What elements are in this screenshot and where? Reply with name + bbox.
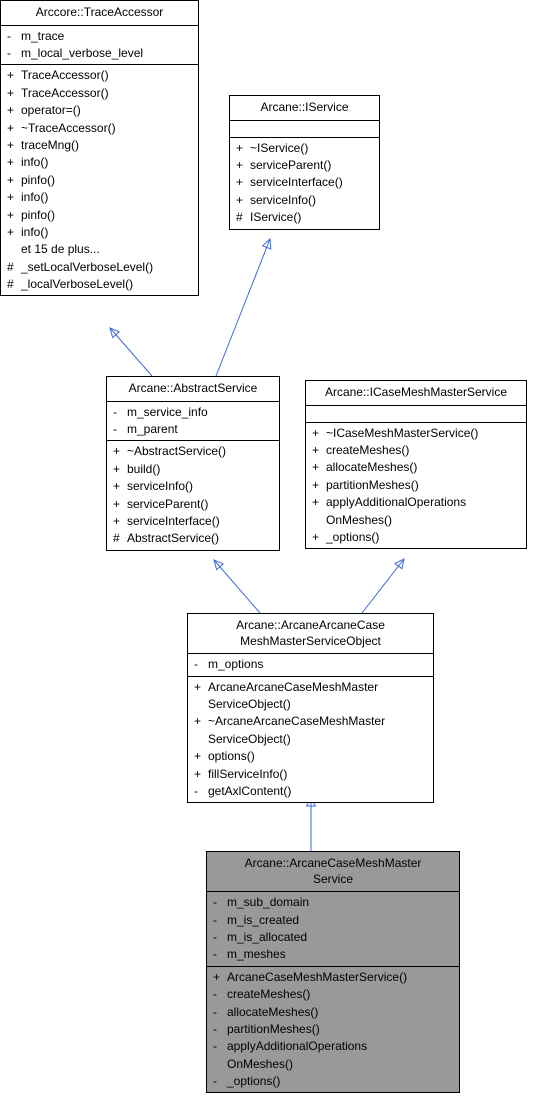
method-row: +info() (7, 224, 192, 241)
attr-row: -m_local_verbose_level (7, 45, 192, 62)
method-row: +serviceInfo() (236, 192, 373, 209)
attr-row: -m_parent (113, 421, 273, 438)
class-title: Arcane::IService (230, 96, 379, 121)
attr-row: -m_meshes (213, 946, 453, 963)
method-row: +build() (113, 461, 273, 478)
method-row: +serviceInterface() (236, 174, 373, 191)
method-row: -createMeshes() (213, 986, 453, 1003)
method-row: +_options() (312, 529, 520, 546)
method-row: +ArcaneCaseMeshMasterService() (213, 969, 453, 986)
attr-row: -m_is_allocated (213, 929, 453, 946)
method-row: #_setLocalVerboseLevel() (7, 259, 192, 276)
method-row: +info() (7, 189, 192, 206)
method-row: +operator=() (7, 102, 192, 119)
method-row: +ArcaneArcaneCaseMeshMasterServiceObject… (194, 679, 427, 714)
attr-row: -m_trace (7, 28, 192, 45)
method-row: -_options() (213, 1073, 453, 1090)
method-row: +TraceAccessor() (7, 67, 192, 84)
class-attributes: -m_service_info-m_parent (107, 402, 279, 442)
class-methods: +ArcaneCaseMeshMasterService()-createMes… (207, 967, 459, 1093)
attr-row: -m_sub_domain (213, 894, 453, 911)
method-row: +TraceAccessor() (7, 85, 192, 102)
class-methods: +~AbstractService()+build()+serviceInfo(… (107, 441, 279, 549)
class-title: Arccore::TraceAccessor (1, 1, 198, 26)
class-title: Arcane::ICaseMeshMasterService (306, 381, 526, 406)
method-row: +serviceParent() (236, 157, 373, 174)
method-row: +applyAdditionalOperationsOnMeshes() (312, 494, 520, 529)
method-row: +info() (7, 154, 192, 171)
class-title: Arcane::ArcaneCaseMeshMasterService (207, 852, 459, 892)
method-row: +serviceInfo() (113, 478, 273, 495)
class-attributes (306, 406, 526, 423)
attr-row: -m_service_info (113, 404, 273, 421)
method-row: +serviceParent() (113, 496, 273, 513)
method-row: #IService() (236, 209, 373, 226)
uml-class-iservice: Arcane::IService +~IService()+servicePar… (229, 95, 380, 230)
method-row: +~TraceAccessor() (7, 120, 192, 137)
method-row: +partitionMeshes() (312, 477, 520, 494)
uml-class-arcaneCaseMeshMaster: Arcane::ArcaneCaseMeshMasterService-m_su… (206, 851, 460, 1093)
uml-class-traceAccessor: Arccore::TraceAccessor-m_trace-m_local_v… (0, 0, 199, 296)
method-row: -getAxlContent() (194, 783, 427, 800)
class-title: Arcane::AbstractService (107, 377, 279, 402)
class-attributes (230, 121, 379, 138)
attr-row: -m_options (194, 656, 427, 673)
uml-class-arcaneArcaneObject: Arcane::ArcaneArcaneCaseMeshMasterServic… (187, 613, 434, 803)
method-row: +createMeshes() (312, 442, 520, 459)
method-row: +options() (194, 748, 427, 765)
method-row: +~ArcaneArcaneCaseMeshMasterServiceObjec… (194, 713, 427, 748)
class-attributes: -m_options (188, 654, 433, 676)
method-row: +serviceInterface() (113, 513, 273, 530)
method-row: -applyAdditionalOperationsOnMeshes() (213, 1038, 453, 1073)
method-row: -allocateMeshes() (213, 1004, 453, 1021)
class-methods: +ArcaneArcaneCaseMeshMasterServiceObject… (188, 677, 433, 803)
attr-row: -m_is_created (213, 912, 453, 929)
method-row: +pinfo() (7, 172, 192, 189)
method-row: -partitionMeshes() (213, 1021, 453, 1038)
method-row: #_localVerboseLevel() (7, 276, 192, 293)
class-attributes: -m_sub_domain-m_is_created-m_is_allocate… (207, 892, 459, 967)
method-row: +pinfo() (7, 207, 192, 224)
class-attributes: -m_trace-m_local_verbose_level (1, 26, 198, 66)
method-row: +~AbstractService() (113, 443, 273, 460)
uml-class-icaseMeshMaster: Arcane::ICaseMeshMasterService +~ICaseMe… (305, 380, 527, 549)
method-row: #AbstractService() (113, 530, 273, 547)
method-row: +traceMng() (7, 137, 192, 154)
method-row: +fillServiceInfo() (194, 766, 427, 783)
method-row: +~IService() (236, 140, 373, 157)
class-title: Arcane::ArcaneArcaneCaseMeshMasterServic… (188, 614, 433, 654)
uml-class-abstractService: Arcane::AbstractService-m_service_info-m… (106, 376, 280, 551)
class-methods: +~ICaseMeshMasterService()+createMeshes(… (306, 423, 526, 549)
method-row: et 15 de plus... (7, 241, 192, 258)
class-methods: +TraceAccessor()+TraceAccessor()+operato… (1, 65, 198, 295)
method-row: +allocateMeshes() (312, 459, 520, 476)
method-row: +~ICaseMeshMasterService() (312, 425, 520, 442)
class-methods: +~IService()+serviceParent()+serviceInte… (230, 138, 379, 229)
